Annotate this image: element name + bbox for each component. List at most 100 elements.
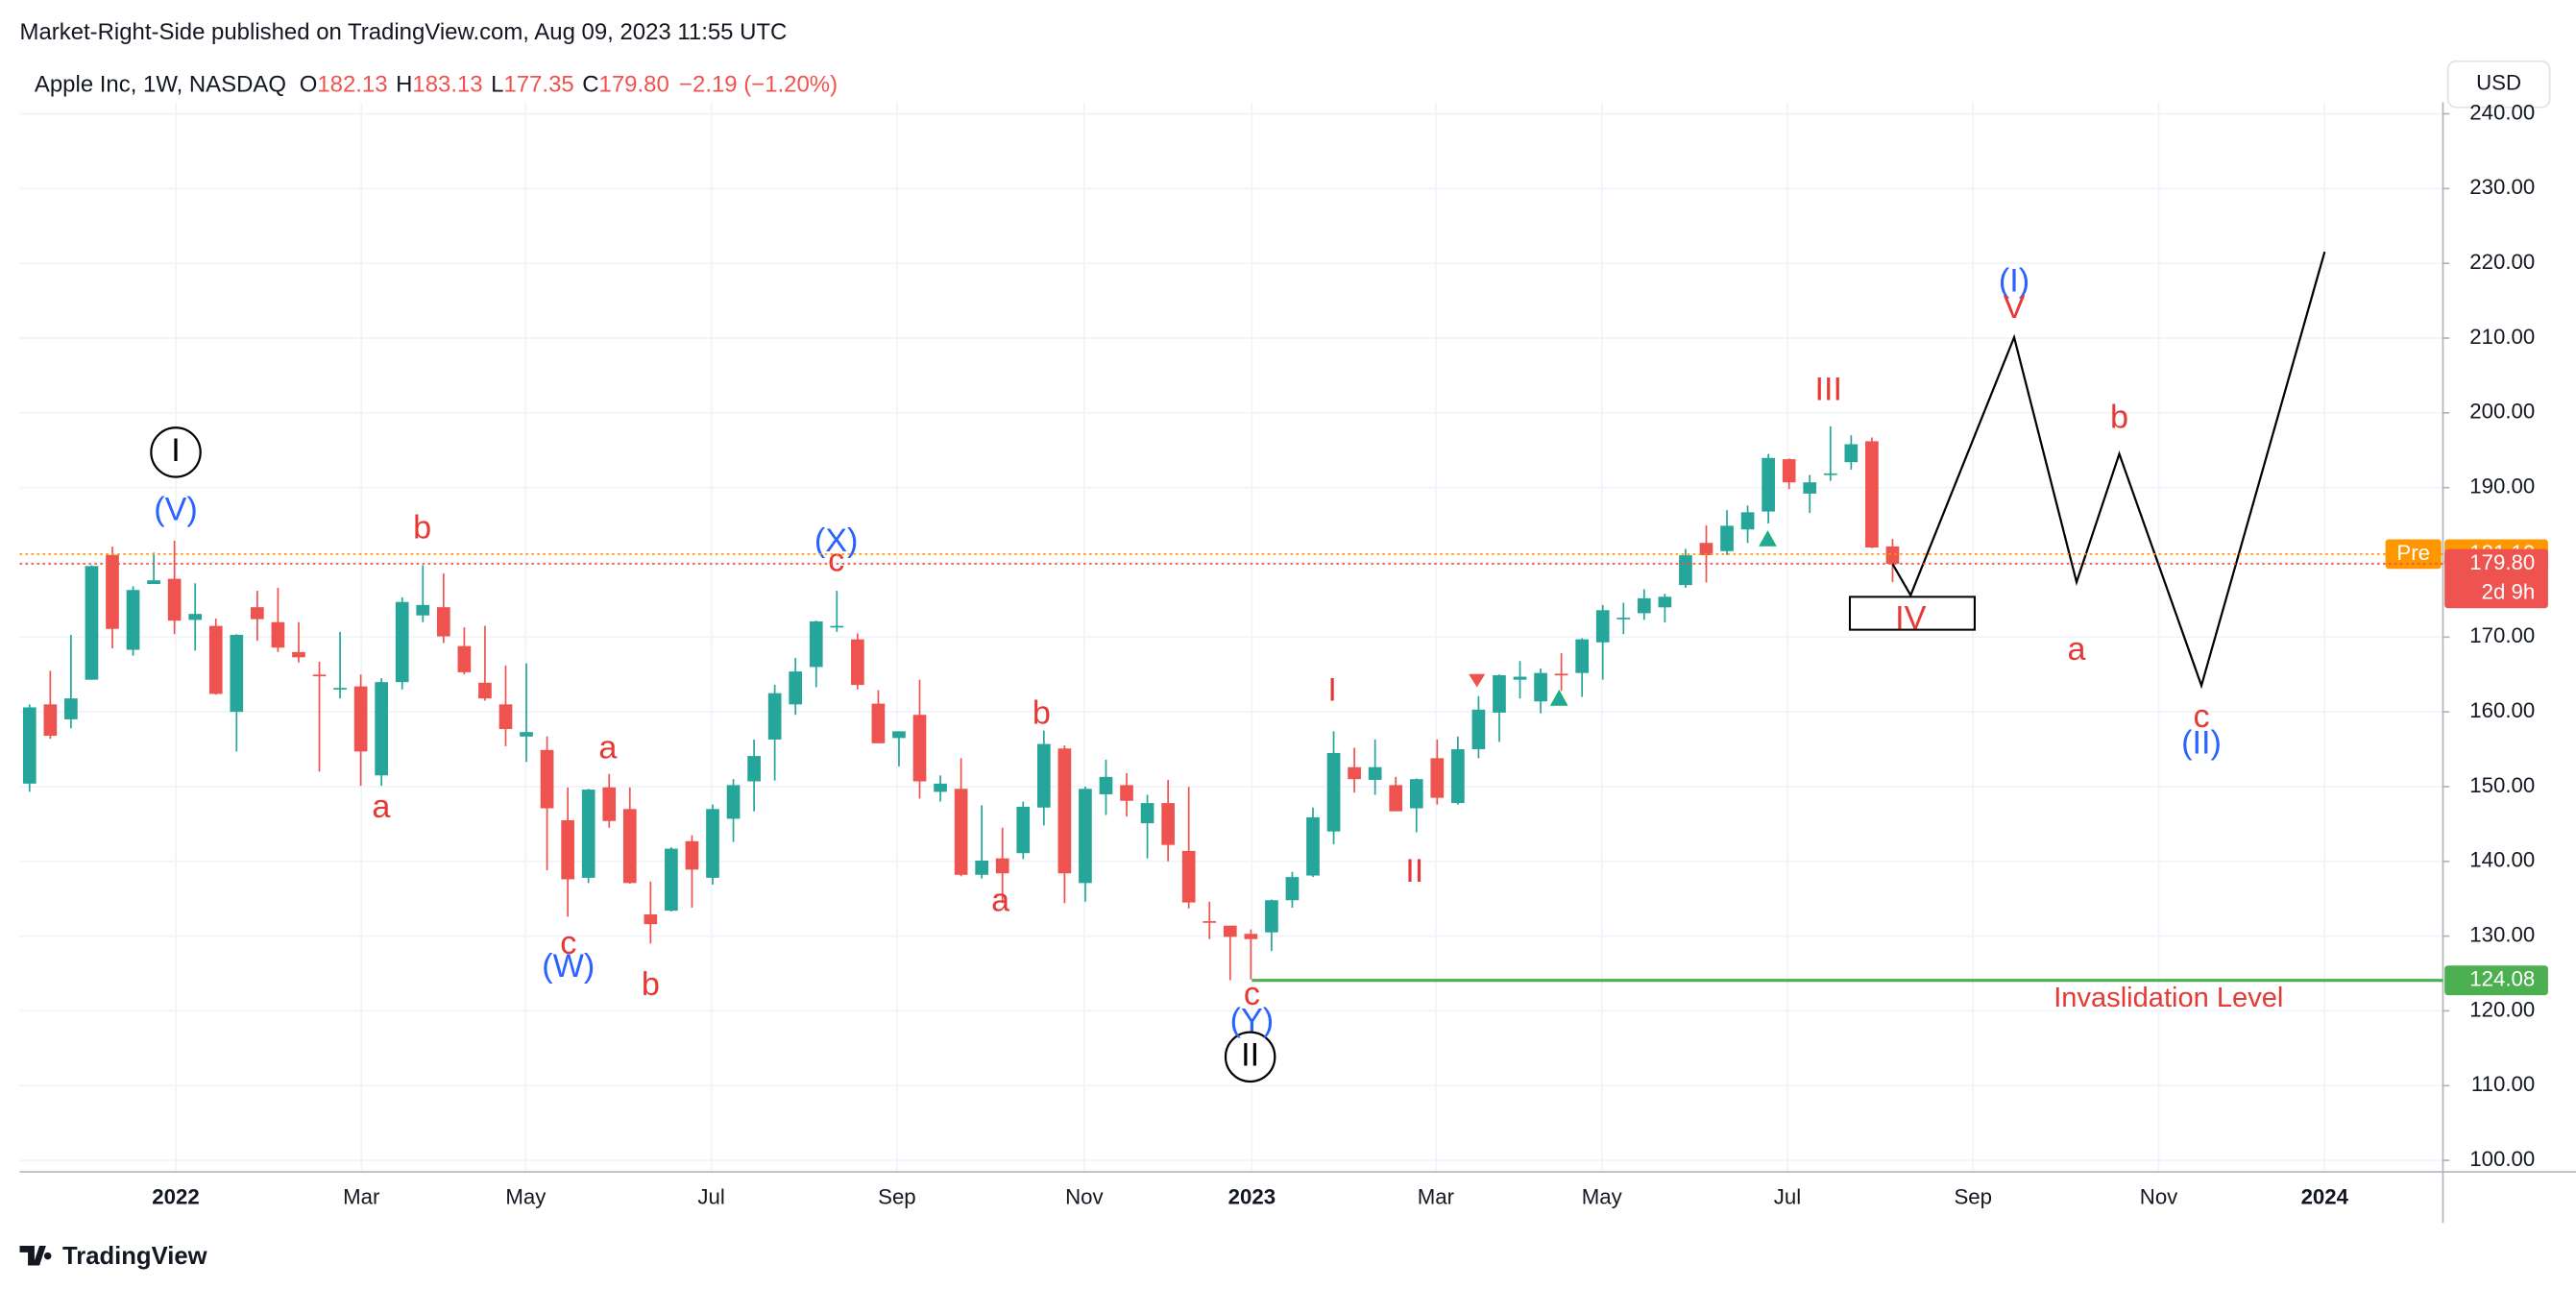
candle-body bbox=[602, 787, 617, 821]
candle-body bbox=[912, 715, 927, 782]
candle-body bbox=[1348, 766, 1361, 780]
up-marker bbox=[1549, 690, 1568, 706]
change: −2.19 (−1.20%) bbox=[679, 72, 838, 98]
wave-label: (X) bbox=[814, 523, 859, 559]
candle-body bbox=[457, 645, 472, 672]
target-box bbox=[1848, 596, 1976, 631]
wave-label: IV bbox=[1895, 599, 1926, 636]
price-countdown: 2d 9h bbox=[2482, 580, 2536, 604]
candle-body bbox=[644, 914, 658, 925]
candle-body bbox=[665, 848, 678, 912]
legend-line: Apple Inc, 1W, NASDAQ O182.13 H183.13 L177.… bbox=[35, 72, 838, 98]
symbol: Apple Inc, 1W, NASDAQ bbox=[35, 72, 286, 98]
candle-body bbox=[1720, 525, 1734, 551]
candle-body bbox=[1493, 674, 1506, 713]
price-badge-value: 124.08 bbox=[2469, 967, 2535, 991]
x-tick-label: Mar bbox=[343, 1184, 380, 1208]
candle-body bbox=[1451, 749, 1465, 804]
candle-body bbox=[1823, 473, 1837, 475]
candle-body bbox=[436, 607, 450, 637]
wave-label: c bbox=[2193, 698, 2209, 735]
candle-body bbox=[498, 704, 513, 730]
wave-label: a bbox=[991, 883, 1010, 919]
candle-body bbox=[622, 809, 637, 884]
brand-name: TradingView bbox=[62, 1243, 207, 1270]
candle-body bbox=[1223, 925, 1237, 937]
candle-body bbox=[22, 707, 36, 784]
y-tick-label: 100.00 bbox=[2469, 1147, 2535, 1171]
ohlc-value: 182.13 bbox=[317, 72, 387, 98]
candle-body bbox=[540, 749, 554, 809]
candle-body bbox=[230, 634, 244, 713]
candle-body bbox=[706, 809, 719, 878]
x-tick-label: Jul bbox=[697, 1184, 724, 1208]
wave-label: b bbox=[2110, 400, 2128, 436]
candle-body bbox=[1740, 512, 1755, 530]
candle-body bbox=[1637, 597, 1651, 614]
x-tick-label: Nov bbox=[1065, 1184, 1104, 1208]
y-tick-label: 240.00 bbox=[2469, 100, 2535, 124]
grid: 100.00 110.00 120.00 130.00 140.00 150.00 160.… bbox=[19, 100, 2535, 1208]
candle-body bbox=[1885, 546, 1900, 565]
candle-body bbox=[1699, 543, 1713, 556]
candle-body bbox=[395, 601, 409, 683]
candle-body bbox=[685, 840, 699, 870]
pre-badge bbox=[2385, 539, 2442, 570]
y-tick-label: 160.00 bbox=[2469, 698, 2535, 722]
candle-body bbox=[1389, 785, 1403, 812]
candle-body bbox=[1844, 444, 1859, 463]
candle-body bbox=[1782, 459, 1796, 483]
candle-body bbox=[126, 590, 140, 650]
wave-label: c bbox=[828, 543, 844, 579]
candle-body bbox=[416, 604, 430, 616]
candle-body bbox=[1430, 758, 1445, 798]
candle-body bbox=[1120, 785, 1133, 801]
y-tick-label: 120.00 bbox=[2469, 997, 2535, 1021]
candle-body bbox=[767, 693, 782, 740]
y-tick-label: 210.00 bbox=[2469, 325, 2535, 349]
y-tick-label: 170.00 bbox=[2469, 623, 2535, 647]
wave-label: II bbox=[1405, 853, 1423, 889]
candle-body bbox=[1244, 934, 1258, 939]
candle-body bbox=[830, 625, 844, 628]
wave-label: (W) bbox=[542, 948, 595, 985]
candle-body bbox=[1057, 748, 1072, 874]
x-tick-label: 2023 bbox=[1228, 1184, 1276, 1208]
candle-body bbox=[1865, 441, 1879, 547]
currency-button[interactable] bbox=[2446, 60, 2551, 109]
brand: TradingView bbox=[19, 1243, 207, 1270]
wave-label: c bbox=[1244, 976, 1260, 1012]
published-line: Market-Right-Side published on TradingVi… bbox=[20, 19, 788, 45]
candle-body bbox=[1803, 482, 1817, 494]
y-tick-label: 130.00 bbox=[2469, 922, 2535, 946]
y-tick-label: 150.00 bbox=[2469, 773, 2535, 797]
wave-label: (V) bbox=[154, 491, 198, 527]
candle-body bbox=[1036, 743, 1051, 808]
candle-body bbox=[292, 651, 305, 658]
ohlc-value: 177.35 bbox=[503, 72, 573, 98]
wave-label: II bbox=[1241, 1036, 1259, 1073]
price-badge bbox=[2444, 548, 2548, 609]
wave-label: I bbox=[1327, 672, 1337, 709]
candle-body bbox=[64, 698, 78, 719]
candle-body bbox=[581, 790, 595, 878]
candle-body bbox=[1161, 803, 1175, 845]
candle-body bbox=[1099, 776, 1113, 794]
wave-label: a bbox=[372, 789, 391, 825]
candle-body bbox=[1181, 850, 1196, 903]
y-tick-label: 140.00 bbox=[2469, 848, 2535, 872]
candle-body bbox=[954, 789, 968, 875]
pre-badge-label: Pre bbox=[2396, 541, 2430, 565]
wave-circle bbox=[150, 426, 202, 478]
wave-label: b bbox=[413, 509, 431, 546]
x-tick-label: Jul bbox=[1774, 1184, 1801, 1208]
currency-label[interactable]: USD bbox=[2476, 71, 2521, 95]
x-tick-label: Sep bbox=[878, 1184, 916, 1208]
wave-label: (I) bbox=[1999, 263, 2029, 300]
candle-body bbox=[1203, 921, 1217, 923]
candle-body bbox=[1140, 803, 1154, 824]
candle-body bbox=[1575, 639, 1590, 673]
ohlc-key: L bbox=[491, 72, 503, 98]
price-badge-value: 179.80 bbox=[2469, 550, 2535, 574]
